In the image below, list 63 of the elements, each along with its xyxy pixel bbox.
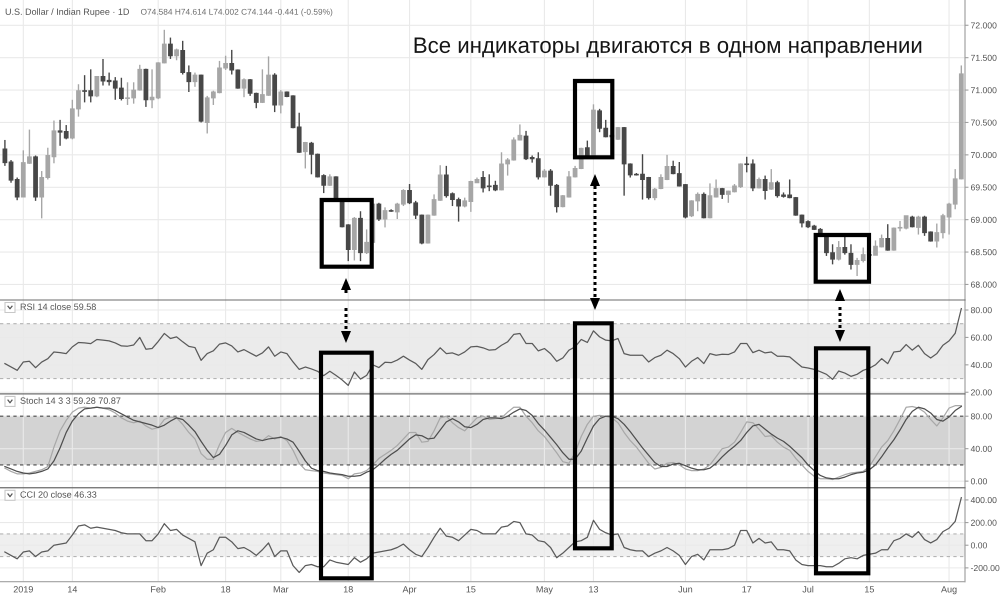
candlestick <box>848 244 854 270</box>
y-tick-label: 20.00 <box>970 389 992 396</box>
y-tick-label: 72.000 <box>970 22 997 28</box>
x-tick-label: 2019 <box>14 586 33 592</box>
annotation: Все индикаторы двигаются в одном направлении <box>414 38 922 58</box>
line-series <box>4 497 962 574</box>
line-series <box>4 308 962 386</box>
x-tick-label: 15 <box>865 586 874 592</box>
candlestick <box>242 78 246 98</box>
candlestick <box>94 76 100 98</box>
candlestick <box>910 215 915 228</box>
x-tick-label: 13 <box>589 586 598 592</box>
y-tick-label: 80.00 <box>970 307 992 314</box>
candlestick <box>327 174 332 187</box>
y-tick-label: 200.00 <box>970 520 997 526</box>
text: U.S. Dollar / Indian Rupee · 1D <box>6 8 130 17</box>
y-tick-label: 80.00 <box>970 413 992 420</box>
y-tick-label: 70.500 <box>970 120 997 126</box>
x-tick-label: 17 <box>742 586 752 592</box>
candlestick <box>382 206 388 228</box>
x-tick-label: Jun <box>678 586 692 592</box>
x-tick-label: Aug <box>941 586 957 594</box>
y-tick-label: 68.500 <box>970 249 997 256</box>
chart-title: Stoch 14 3 3 59.28 70.87 <box>20 397 120 404</box>
candlestick <box>168 36 173 60</box>
candlestick <box>302 141 308 170</box>
x-tick-label: May <box>536 586 553 594</box>
y-tick-label: 60.00 <box>970 334 992 341</box>
x-tick-label: Jul <box>802 586 814 592</box>
y-tick-label: 71.500 <box>970 54 997 61</box>
chart-title: RSI 14 close 59.58 <box>20 303 96 310</box>
candlestick <box>278 89 284 114</box>
text: O74.584 H74.614 L74.002 C74.144 -0.441 (-0.59%) <box>140 8 332 16</box>
y-tick-label: 69.500 <box>970 184 997 190</box>
x-tick-label: Mar <box>274 586 288 592</box>
candlestick <box>174 48 179 61</box>
y-tick-label: 0.00 <box>970 478 987 484</box>
y-tick-label: 40.00 <box>970 362 992 368</box>
y-tick-label: 68.000 <box>970 282 997 288</box>
candlestick <box>364 228 370 255</box>
candlestick <box>916 215 921 236</box>
candlestick <box>192 72 198 88</box>
x-tick-label: 14 <box>68 586 78 592</box>
candlestick <box>701 192 706 220</box>
x-tick-label: Apr <box>402 586 416 594</box>
candlestick <box>768 168 774 191</box>
x-tick-label: 18 <box>221 586 230 592</box>
candlestick <box>376 202 382 222</box>
y-tick-label: 69.000 <box>970 216 997 223</box>
y-tick-label: 70.000 <box>970 152 997 158</box>
candlestick <box>616 126 620 141</box>
y-tick-label: 71.000 <box>970 87 997 94</box>
x-tick-label: Feb <box>151 586 166 592</box>
x-tick-label: 15 <box>466 586 476 592</box>
y-tick-label: 0.00 <box>970 542 987 548</box>
candlestick <box>836 240 842 262</box>
chart-title: CCI 20 close 46.33 <box>20 491 96 498</box>
candlestick <box>885 223 890 252</box>
candlestick <box>762 174 768 200</box>
y-tick-label: 400.00 <box>970 497 997 504</box>
y-tick-label: -200.00 <box>970 564 1000 572</box>
y-tick-label: 40.00 <box>970 446 992 452</box>
x-tick-label: 18 <box>344 586 353 592</box>
